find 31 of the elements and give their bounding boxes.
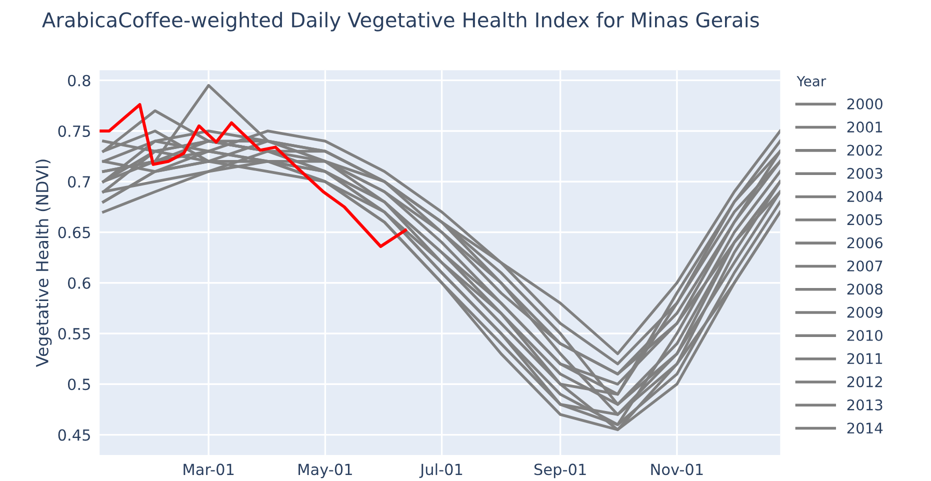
legend-label: 2013 <box>847 399 882 410</box>
legend-label: 2014 <box>847 422 883 434</box>
legend-label: 2000 <box>847 98 882 110</box>
y-tick-label: 0.5 <box>68 378 90 390</box>
legend-label: 2011 <box>847 353 882 364</box>
y-tick-label: 0.75 <box>58 125 90 138</box>
legend-label: 2012 <box>847 376 882 388</box>
x-tick-label: Nov-01 <box>651 464 703 476</box>
y-tick-label: 0.6 <box>68 277 90 289</box>
legend-label: 2001 <box>847 122 882 133</box>
legend-label: 2005 <box>847 214 882 226</box>
chart-title: ArabicaCoffee-weighted Daily Vegetative Health Index for Minas Gerais <box>42 12 759 32</box>
y-tick-label: 0.55 <box>58 328 90 340</box>
y-tick-label: 0.65 <box>58 226 90 238</box>
legend-label: 2007 <box>847 260 882 272</box>
y-tick-label: 0.7 <box>68 176 90 188</box>
legend-title: Year <box>796 76 826 86</box>
legend-label: 2003 <box>847 168 882 179</box>
x-tick-label: Mar-01 <box>184 464 234 476</box>
y-tick-label: 0.45 <box>58 429 90 441</box>
legend-label: 2006 <box>847 237 882 248</box>
y-axis-title: Vegetative Health (NDVI) <box>36 160 52 367</box>
legend-label: 2004 <box>847 191 883 202</box>
y-tick-label: 0.8 <box>68 74 90 86</box>
legend-label: 2010 <box>847 330 882 341</box>
legend-label: 2009 <box>847 306 882 318</box>
x-tick-label: Sep-01 <box>534 464 586 478</box>
x-tick-label: Jul-01 <box>419 463 462 478</box>
legend-label: 2002 <box>847 144 882 156</box>
x-tick-label: May-01 <box>298 464 352 478</box>
legend-label: 2008 <box>847 284 882 295</box>
